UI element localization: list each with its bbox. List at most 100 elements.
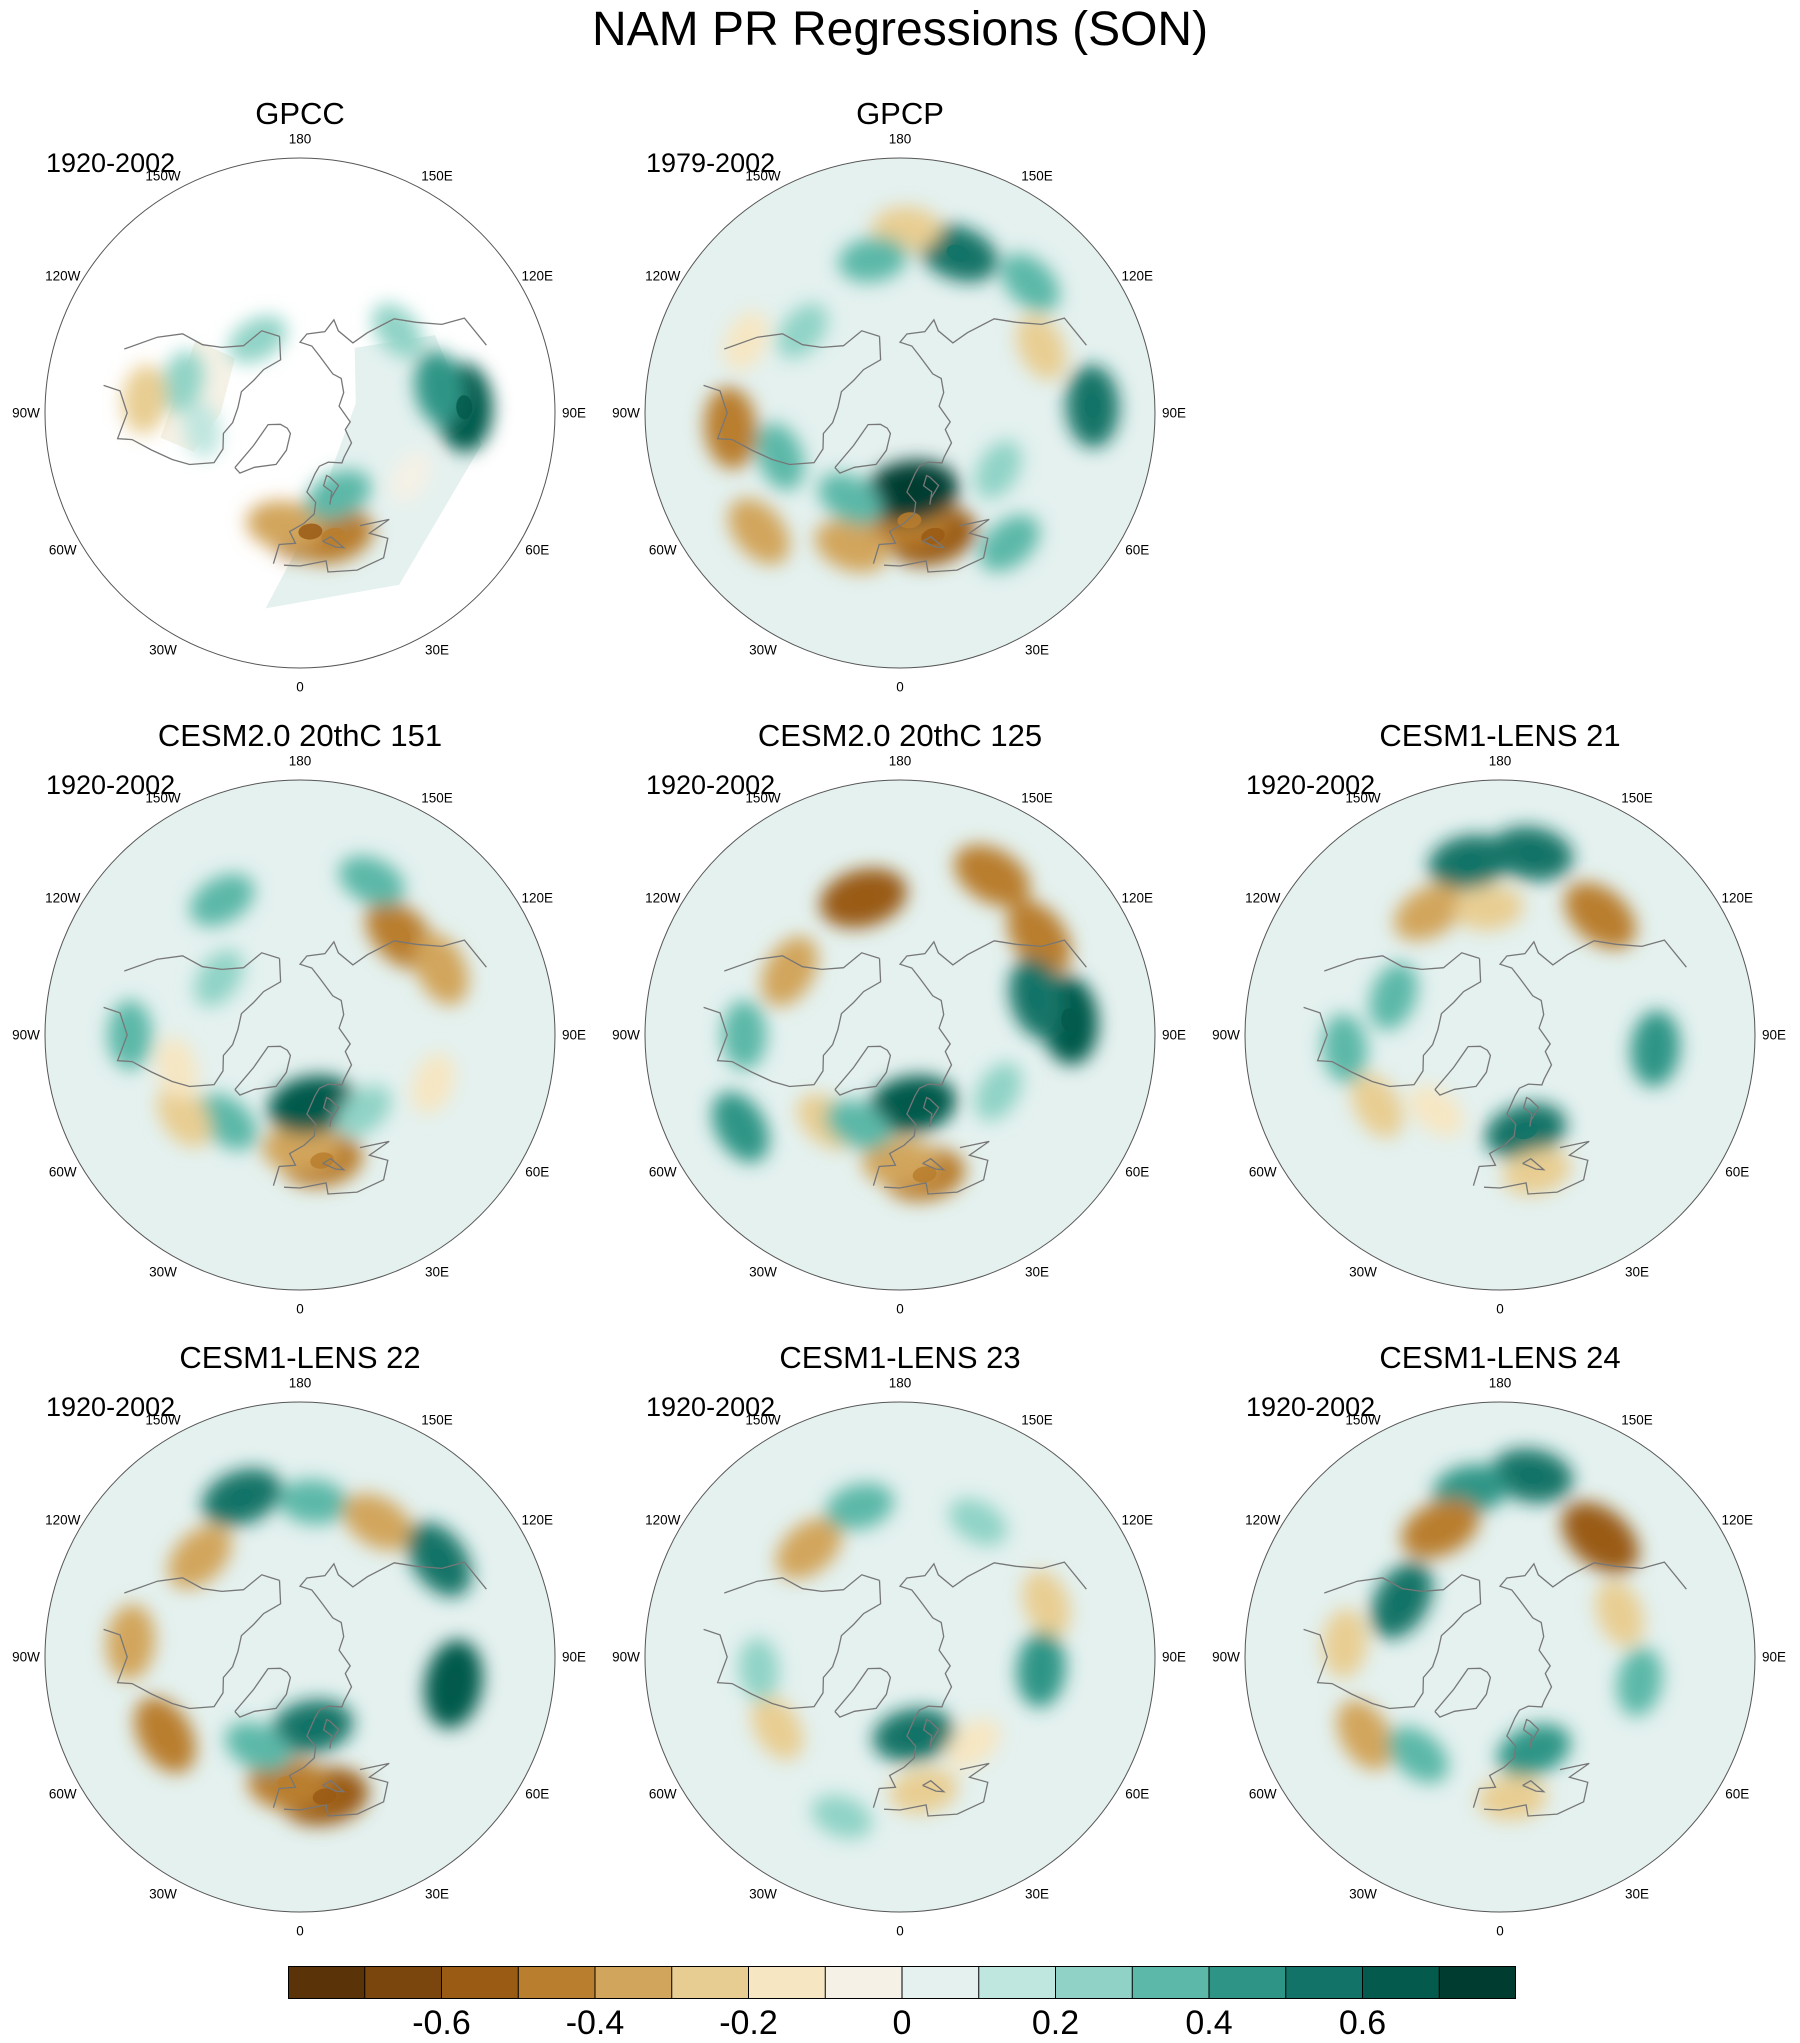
anomaly-blob <box>183 402 221 459</box>
colorbar-tick-label: -0.4 <box>565 2004 625 2042</box>
panel-title: CESM1-LENS 22 <box>179 1340 421 1375</box>
longitude-label: 150W <box>745 790 781 806</box>
longitude-label: 30E <box>1624 1886 1650 1902</box>
anomaly-core <box>310 1152 335 1169</box>
anomaly-blob <box>167 1524 232 1589</box>
longitude-label: 60E <box>1125 1164 1150 1180</box>
longitude-label: 180 <box>888 753 912 769</box>
anomaly-blob <box>156 1085 211 1148</box>
anomaly-core <box>901 1726 926 1744</box>
coastline <box>922 474 940 505</box>
coastline <box>1522 1157 1546 1171</box>
longitude-label: 120E <box>1121 1512 1154 1528</box>
panel-period: 1920-2002 <box>646 770 776 800</box>
anomaly-blob <box>122 364 168 435</box>
coastline <box>724 952 880 972</box>
polar-map <box>644 157 1156 669</box>
longitude-label: 90E <box>1161 405 1187 421</box>
coastline <box>883 1140 990 1195</box>
anomaly-blob <box>948 1498 1007 1546</box>
coastline <box>922 1779 946 1793</box>
coastline <box>272 1561 487 1808</box>
anomaly-blob <box>1394 883 1465 941</box>
anomaly-core <box>155 1723 175 1747</box>
panel-period: 1920-2002 <box>1246 770 1376 800</box>
anomaly-blob <box>974 440 1022 499</box>
map-panel: GPCP 1979-2002 180 150E 120E 90E 60E 30E 0 30W 60W… <box>600 96 1200 700</box>
longitude-label: 0 <box>896 679 904 695</box>
colorbar-tick-label: 0.4 <box>1185 2004 1233 2042</box>
coastline <box>883 1762 990 1817</box>
longitude-label: 60W <box>648 542 677 558</box>
coastline <box>922 535 946 549</box>
coastline <box>724 1574 880 1594</box>
colorbar-swatch <box>441 1966 520 1999</box>
map-panel: CESM1-LENS 24 1920-2002 180 150E 120E 90E 60E 3… <box>1200 1340 1800 1944</box>
anomaly-blob <box>413 933 469 1006</box>
longitude-label: 150E <box>421 168 453 184</box>
anomaly-core <box>300 1718 325 1735</box>
coastline <box>322 1096 340 1127</box>
anomaly-blob <box>389 450 432 503</box>
anomaly-blob <box>155 1037 198 1099</box>
anomaly-blob <box>1016 314 1067 381</box>
panel-title: GPCC <box>255 96 345 131</box>
coastline <box>234 423 292 474</box>
longitude-label: 0 <box>1496 1923 1504 1939</box>
longitude-label: 0 <box>296 679 304 695</box>
anomaly-core <box>300 1096 325 1113</box>
coastline <box>834 1045 892 1096</box>
anomaly-core <box>1392 1589 1412 1612</box>
longitude-label: 120E <box>521 1512 554 1528</box>
longitude-label: 120E <box>521 268 554 284</box>
anomaly-blob <box>814 519 889 573</box>
coastline <box>322 535 346 549</box>
anomaly-blob <box>338 855 405 906</box>
panel-title: CESM2.0 20thC 151 <box>157 718 443 753</box>
anomaly-blob <box>712 1091 769 1163</box>
longitude-label: 90E <box>1161 1027 1187 1043</box>
anomaly-blob <box>775 1517 842 1580</box>
longitude-label: 30W <box>149 1886 177 1902</box>
longitude-label: 150W <box>145 168 181 184</box>
anomaly-core <box>1589 905 1611 926</box>
anomaly-blob <box>161 350 204 413</box>
longitude-label: 60W <box>1248 1164 1277 1180</box>
map-panel: CESM1-LENS 23 1920-2002 180 150E 120E 90E 60E 3… <box>600 1340 1200 1944</box>
anomaly-blob <box>1016 1631 1066 1708</box>
longitude-label: 90E <box>561 1027 587 1043</box>
map-boundary <box>1244 779 1756 1291</box>
panel-title: CESM1-LENS 21 <box>1379 718 1621 753</box>
anomaly-core <box>1029 926 1049 949</box>
colorbar-tick-label: 0.6 <box>1338 2004 1387 2042</box>
map-boundary <box>44 157 556 669</box>
longitude-label: 60W <box>648 1786 677 1802</box>
anomaly-blob <box>945 1718 1001 1770</box>
anomaly-blob <box>721 1000 767 1070</box>
coastline <box>272 317 487 564</box>
longitude-label: 150W <box>145 1412 181 1428</box>
anomaly-blob <box>1369 962 1418 1030</box>
anomaly-blob <box>1595 1579 1644 1647</box>
colorbar-swatch <box>1055 1966 1134 1999</box>
longitude-label: 180 <box>1488 753 1512 769</box>
anomaly-core <box>899 483 923 500</box>
longitude-label: 150E <box>1621 1412 1653 1428</box>
longitude-label: 60W <box>48 1164 77 1180</box>
coastline <box>724 330 880 350</box>
anomaly-blob <box>1630 1010 1680 1087</box>
longitude-label: 180 <box>288 1375 312 1391</box>
panel-title: CESM2.0 20thC 125 <box>757 718 1043 753</box>
longitude-label: 120W <box>45 1512 81 1528</box>
panel-title: CESM1-LENS 23 <box>779 1340 1021 1375</box>
panel-period: 1920-2002 <box>46 148 176 178</box>
coastline <box>322 1718 340 1749</box>
coastline <box>922 1096 940 1127</box>
colorbar-tick-label: -0.2 <box>719 2004 778 2042</box>
anomaly-blob <box>278 1479 349 1525</box>
panel-period: 1920-2002 <box>646 1392 776 1422</box>
colorbar-swatch <box>824 1966 903 1999</box>
colorbar <box>288 1966 1516 1999</box>
anomaly-core <box>851 889 876 907</box>
polar-map <box>1244 779 1756 1291</box>
